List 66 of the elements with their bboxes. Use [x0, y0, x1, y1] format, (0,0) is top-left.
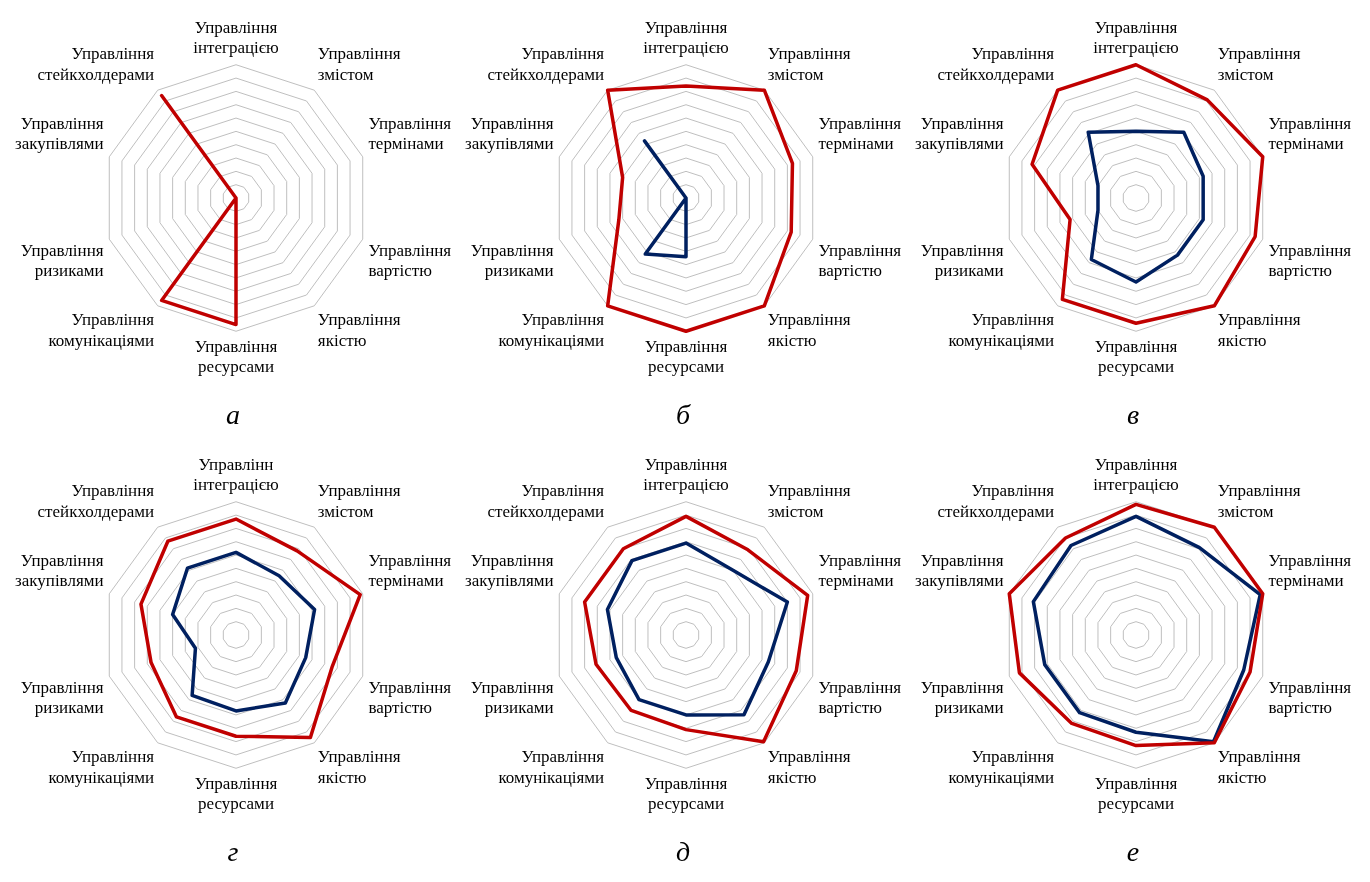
- spoke-label: Управління вартістю: [1268, 677, 1352, 718]
- spoke-label: Управління ресурсами: [644, 773, 728, 814]
- spoke-label: Управління термінами: [818, 550, 902, 591]
- spoke-label: Управління термінами: [1268, 113, 1352, 154]
- text: д: [675, 835, 691, 867]
- spoke-label: Управління комунікаціями: [48, 310, 155, 350]
- spoke-label: Управління інтеграцією: [643, 454, 730, 495]
- text: б: [675, 398, 691, 430]
- spoke-label: Управління термінами: [1268, 550, 1352, 591]
- spoke-label: Управління стейкхолдерами: [487, 44, 605, 84]
- spoke-label: Управління закупівлями: [915, 550, 1004, 591]
- spoke-label: Управління інтеграцією: [1093, 17, 1180, 58]
- spoke-label: Управління інтеграцією: [193, 17, 280, 58]
- spoke-label: Управління комунікаціями: [48, 747, 155, 787]
- spoke-label: Управління ресурсами: [194, 336, 278, 377]
- spoke-label: Управління змістом: [767, 481, 851, 521]
- spoke-label: Управління вартістю: [818, 677, 902, 718]
- spoke-label: Управління ресурсами: [194, 773, 278, 814]
- spoke-label: Управління комунікаціями: [498, 747, 605, 787]
- spoke-label: Управління стейкхолдерами: [937, 44, 1055, 84]
- spoke-label: Управління ресурсами: [644, 336, 728, 377]
- spoke-label: Управління якістю: [317, 747, 401, 787]
- text: в: [1126, 398, 1140, 430]
- spoke-label: Управління якістю: [767, 747, 851, 787]
- spoke-label: Управління якістю: [1217, 747, 1301, 787]
- spoke-label: Управління ризиками: [470, 240, 554, 281]
- text: а: [226, 398, 240, 430]
- spoke-label: Управлінн інтеграцією: [193, 454, 280, 495]
- spoke-label: Управління змістом: [1217, 481, 1301, 521]
- spoke-label: Управління термінами: [818, 113, 902, 154]
- spoke-label: Управління ризиками: [920, 240, 1004, 281]
- spoke-label: Управління ризиками: [20, 677, 104, 718]
- spoke-label: Управління стейкхолдерами: [937, 481, 1055, 521]
- spoke-label: Управління термінами: [368, 550, 452, 591]
- spoke-label: Управління комунікаціями: [948, 747, 1055, 787]
- spoke-label: Управління змістом: [317, 481, 401, 521]
- spoke-label: Управління вартістю: [1268, 240, 1352, 281]
- spoke-label: Управління ризиками: [470, 677, 554, 718]
- spoke-label: Управління змістом: [317, 44, 401, 84]
- spoke-label: Управління закупівлями: [465, 113, 554, 154]
- spoke-label: Управління стейкхолдерами: [37, 481, 155, 521]
- spoke-label: Управління вартістю: [368, 677, 452, 718]
- spoke-label: Управління ризиками: [920, 677, 1004, 718]
- spoke-label: Управління змістом: [767, 44, 851, 84]
- spoke-label: Управління вартістю: [368, 240, 452, 281]
- spoke-label: Управління стейкхолдерами: [37, 44, 155, 84]
- spoke-label: Управління ресурсами: [1094, 773, 1178, 814]
- spoke-label: Управління закупівлями: [465, 550, 554, 591]
- spoke-label: Управління комунікаціями: [498, 310, 605, 350]
- spoke-label: Управління комунікаціями: [948, 310, 1055, 350]
- spoke-label: Управління ризиками: [20, 240, 104, 281]
- text: е: [1126, 835, 1140, 867]
- spoke-label: Управління закупівлями: [915, 113, 1004, 154]
- spoke-label: Управління термінами: [368, 113, 452, 154]
- spoke-label: Управління ресурсами: [1094, 336, 1178, 377]
- spoke-label: Управління закупівлями: [15, 113, 104, 154]
- spoke-label: Управління вартістю: [818, 240, 902, 281]
- spoke-label: Управління якістю: [317, 310, 401, 350]
- spoke-label: Управління якістю: [767, 310, 851, 350]
- text: г: [227, 835, 239, 867]
- spoke-label: Управління закупівлями: [15, 550, 104, 591]
- spoke-label: Управління інтеграцією: [1093, 454, 1180, 495]
- spoke-label: Управління якістю: [1217, 310, 1301, 350]
- spoke-label: Управління інтеграцією: [643, 17, 730, 58]
- spoke-label: Управління стейкхолдерами: [487, 481, 605, 521]
- spoke-label: Управління змістом: [1217, 44, 1301, 84]
